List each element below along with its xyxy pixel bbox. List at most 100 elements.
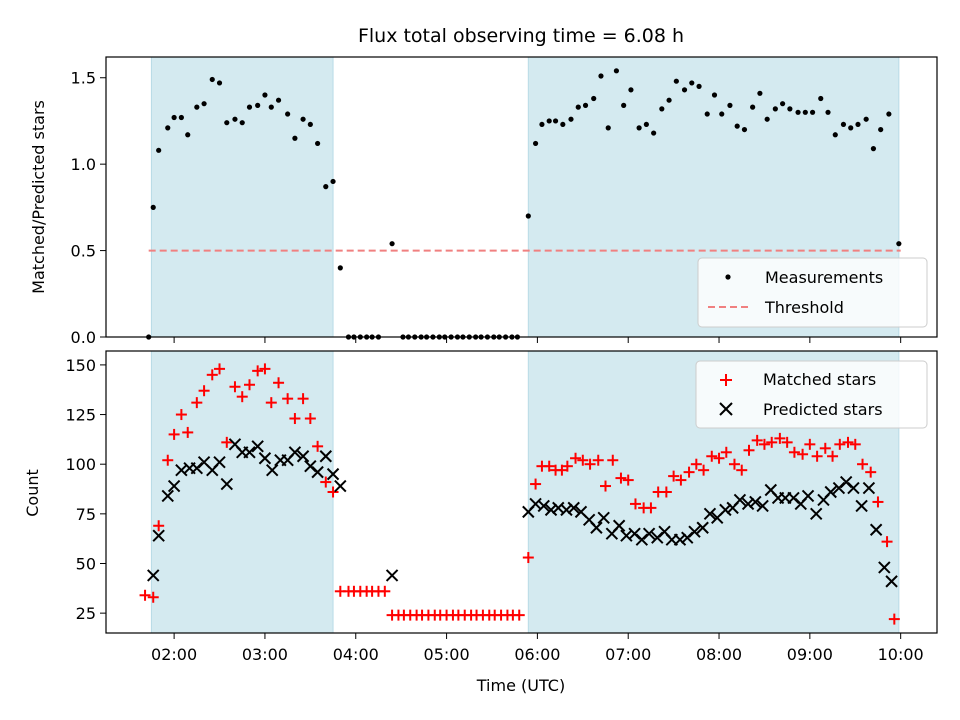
predicted-star-mark-b xyxy=(590,521,603,534)
predicted-star-point xyxy=(862,481,876,495)
matched-star-point xyxy=(513,609,525,621)
matched-star-point xyxy=(736,464,748,476)
measurement-point xyxy=(262,92,268,98)
matched-star-point xyxy=(252,365,264,377)
predicted-star-point xyxy=(544,503,558,517)
measurement-point xyxy=(582,102,589,108)
predicted-star-mark-b xyxy=(574,505,588,519)
measurement-point xyxy=(795,109,801,115)
measurement-point xyxy=(711,92,718,98)
matched-star-point xyxy=(842,436,854,448)
predicted-star-point xyxy=(311,465,324,479)
predicted-star-mark-b xyxy=(304,459,317,473)
matched-star-point xyxy=(888,613,900,625)
matched-star-point xyxy=(198,385,210,397)
predicted-star-mark-b xyxy=(756,499,769,513)
x-tick-label: 06:00 xyxy=(514,645,560,664)
measurement-point xyxy=(209,76,215,83)
measurement-point xyxy=(621,102,627,108)
predicted-star-point xyxy=(213,456,226,469)
predicted-star-point xyxy=(251,440,264,453)
matched-star-point xyxy=(615,472,627,484)
y-tick-label: 150 xyxy=(65,356,96,375)
matched-star-point xyxy=(175,409,187,421)
matched-star-point xyxy=(849,438,861,450)
measurement-point xyxy=(666,97,672,103)
measurement-point xyxy=(194,104,200,110)
predicted-star-mark-b xyxy=(560,503,573,517)
measurement-point xyxy=(546,118,552,124)
matched-star-point xyxy=(804,438,816,450)
matched-star-point xyxy=(698,464,710,476)
predicted-star-point xyxy=(869,523,883,536)
y-tick-label: 100 xyxy=(65,455,96,474)
matched-star-point xyxy=(660,486,672,498)
predicted-star-mark-b xyxy=(220,477,233,491)
matched-star-point xyxy=(214,363,226,375)
predicted-star-mark-b xyxy=(620,529,633,542)
predicted-star-point xyxy=(756,499,769,513)
measurement-point xyxy=(870,146,877,152)
predicted-star-point xyxy=(537,499,550,513)
predicted-star-mark-b xyxy=(810,507,823,521)
predicted-star-mark-b xyxy=(537,499,550,513)
x-tick-label: 09:00 xyxy=(787,645,833,664)
predicted-star-mark-b xyxy=(824,485,837,499)
measurement-point xyxy=(337,265,343,271)
predicted-star-point xyxy=(258,452,272,465)
matched-star-point xyxy=(153,520,165,532)
matched-star-point xyxy=(522,552,534,564)
measurement-point xyxy=(734,123,740,129)
predicted-star-mark-b xyxy=(787,491,800,505)
predicted-star-mark-b xyxy=(544,503,558,517)
matched-star-point xyxy=(607,454,619,466)
measurement-point xyxy=(156,147,162,153)
predicted-star-mark-b xyxy=(147,569,160,582)
measurement-point xyxy=(300,116,306,122)
matched-star-point xyxy=(857,458,869,470)
measurement-point xyxy=(719,111,725,117)
predicted-star-point xyxy=(642,527,656,540)
predicted-star-point xyxy=(612,519,626,532)
x-tick-label: 07:00 xyxy=(605,645,651,664)
matched-star-point xyxy=(561,460,573,472)
predicted-star-mark-b xyxy=(642,527,656,540)
measurement-point xyxy=(757,90,763,96)
measurement-point xyxy=(525,213,531,219)
bottom-x-axis: 02:00 03:00 04:00 05:00 06:00 07:00 08:00 09:00… xyxy=(151,633,924,664)
measurements-series xyxy=(146,68,902,340)
predicted-star-mark-b xyxy=(612,519,626,532)
matched-star-point xyxy=(811,450,823,462)
measurement-point xyxy=(848,125,854,131)
measurement-point xyxy=(232,116,238,122)
predicted-star-point xyxy=(673,533,687,546)
measurement-point xyxy=(165,125,171,131)
matched-star-point xyxy=(543,460,555,472)
legend-label-predicted: Predicted stars xyxy=(763,400,883,419)
measurement-point xyxy=(643,121,649,128)
predicted-star-point xyxy=(220,477,233,491)
predicted-star-mark-b xyxy=(749,495,762,509)
measurement-point xyxy=(741,126,748,133)
matched-star-point xyxy=(865,466,877,478)
measurement-point xyxy=(292,135,298,141)
measurement-point xyxy=(239,120,245,126)
predicted-star-point xyxy=(590,521,603,534)
predicted-star-mark-b xyxy=(855,499,868,513)
predicted-star-point xyxy=(855,499,868,513)
predicted-star-point xyxy=(749,495,762,509)
predicted-star-point xyxy=(885,575,898,588)
predicted-star-mark-b xyxy=(197,456,211,469)
predicted-star-point xyxy=(147,569,160,582)
top-x-ticks xyxy=(173,337,902,343)
predicted-star-mark-b xyxy=(658,525,671,538)
measurement-point xyxy=(787,106,793,112)
measurement-point xyxy=(532,140,539,147)
matched-star-point xyxy=(706,450,718,462)
measurement-point xyxy=(802,109,808,115)
predicted-star-mark-b xyxy=(764,483,778,497)
measurement-point xyxy=(323,184,329,190)
y-tick-label: 125 xyxy=(65,406,96,425)
matched-star-point xyxy=(236,391,248,403)
